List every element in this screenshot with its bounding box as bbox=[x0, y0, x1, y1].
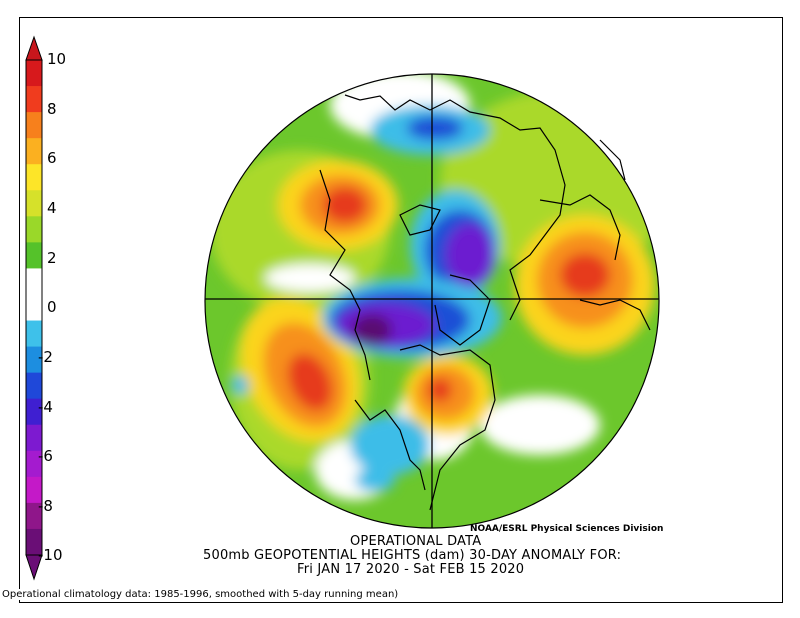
colorbar-swatch bbox=[26, 112, 42, 139]
credit-text: NOAA/ESRL Physical Sciences Division bbox=[470, 524, 664, 534]
colorbar-tick-label: -6 bbox=[38, 447, 53, 465]
colorbar-swatch bbox=[26, 294, 42, 322]
colorbar-bottom-arrow bbox=[25, 554, 43, 581]
colorbar-swatch bbox=[26, 424, 42, 452]
colorbar-tick-label: 0 bbox=[47, 298, 57, 316]
colorbar-tick-label: 6 bbox=[47, 149, 57, 167]
colorbar-swatch bbox=[26, 60, 42, 87]
colorbar-tick-label: -2 bbox=[38, 348, 53, 366]
figure-frame bbox=[19, 17, 783, 603]
colorbar-swatch bbox=[26, 502, 42, 530]
title-line-1: OPERATIONAL DATA bbox=[350, 534, 482, 549]
colorbar-swatch bbox=[26, 398, 42, 426]
colorbar-swatch bbox=[26, 242, 42, 269]
coastlines bbox=[319, 94, 651, 511]
colorbar-swatch bbox=[26, 164, 42, 191]
footnote: Operational climatology data: 1985-1996,… bbox=[2, 589, 399, 600]
colorbar-swatch bbox=[26, 476, 42, 504]
colorbar-tick-label: -4 bbox=[38, 398, 53, 416]
colorbar-tick-label: 8 bbox=[47, 100, 57, 118]
colorbar-swatch bbox=[26, 190, 42, 217]
colorbar-swatches bbox=[25, 59, 43, 556]
colorbar-swatch bbox=[26, 320, 42, 348]
colorbar-swatch bbox=[26, 216, 42, 243]
colorbar-top-arrow bbox=[25, 35, 43, 61]
title-line-2: 500mb GEOPOTENTIAL HEIGHTS (dam) 30-DAY … bbox=[203, 548, 622, 563]
colorbar-tick-label: 10 bbox=[47, 50, 67, 68]
colorbar bbox=[25, 35, 43, 581]
colorbar-swatch bbox=[26, 450, 42, 478]
colorbar-tick-label: -8 bbox=[38, 497, 53, 515]
colorbar-swatch bbox=[26, 346, 42, 374]
colorbar-swatch bbox=[26, 268, 42, 295]
colorbar-tick-label: -10 bbox=[38, 546, 63, 564]
colorbar-swatch bbox=[26, 372, 42, 400]
colorbar-swatch bbox=[26, 528, 42, 556]
colorbar-tick-label: 2 bbox=[47, 249, 57, 267]
colorbar-swatch bbox=[26, 138, 42, 165]
colorbar-swatch bbox=[26, 86, 42, 113]
title-line-3: Fri JAN 17 2020 - Sat FEB 15 2020 bbox=[297, 562, 525, 577]
colorbar-tick-label: 4 bbox=[47, 199, 57, 217]
anomaly-field bbox=[205, 74, 659, 528]
